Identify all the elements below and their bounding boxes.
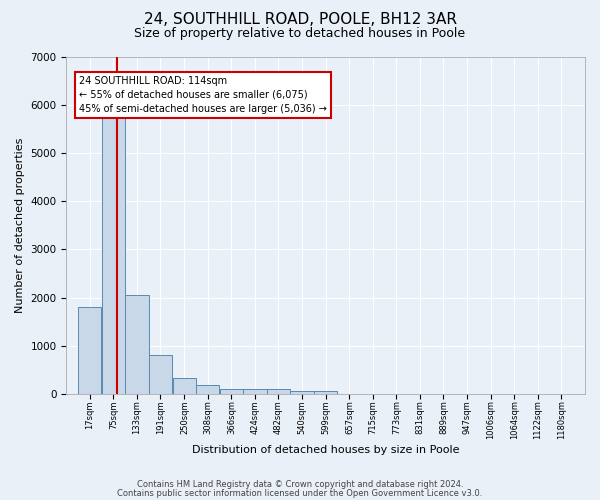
Bar bbox=[125, 296, 149, 394]
Bar bbox=[149, 354, 172, 394]
Text: 24, SOUTHHILL ROAD, POOLE, BH12 3AR: 24, SOUTHHILL ROAD, POOLE, BH12 3AR bbox=[143, 12, 457, 28]
Y-axis label: Number of detached properties: Number of detached properties bbox=[15, 138, 25, 313]
Bar bbox=[267, 389, 290, 394]
Text: Contains HM Land Registry data © Crown copyright and database right 2024.: Contains HM Land Registry data © Crown c… bbox=[137, 480, 463, 489]
Bar bbox=[244, 389, 266, 394]
Bar bbox=[290, 390, 314, 394]
X-axis label: Distribution of detached houses by size in Poole: Distribution of detached houses by size … bbox=[192, 445, 460, 455]
Bar bbox=[79, 308, 101, 394]
Text: 24 SOUTHHILL ROAD: 114sqm
← 55% of detached houses are smaller (6,075)
45% of se: 24 SOUTHHILL ROAD: 114sqm ← 55% of detac… bbox=[79, 76, 327, 114]
Text: Contains public sector information licensed under the Open Government Licence v3: Contains public sector information licen… bbox=[118, 489, 482, 498]
Bar bbox=[102, 114, 125, 394]
Bar bbox=[196, 385, 220, 394]
Bar bbox=[220, 388, 243, 394]
Bar bbox=[314, 391, 337, 394]
Bar bbox=[173, 378, 196, 394]
Text: Size of property relative to detached houses in Poole: Size of property relative to detached ho… bbox=[134, 28, 466, 40]
